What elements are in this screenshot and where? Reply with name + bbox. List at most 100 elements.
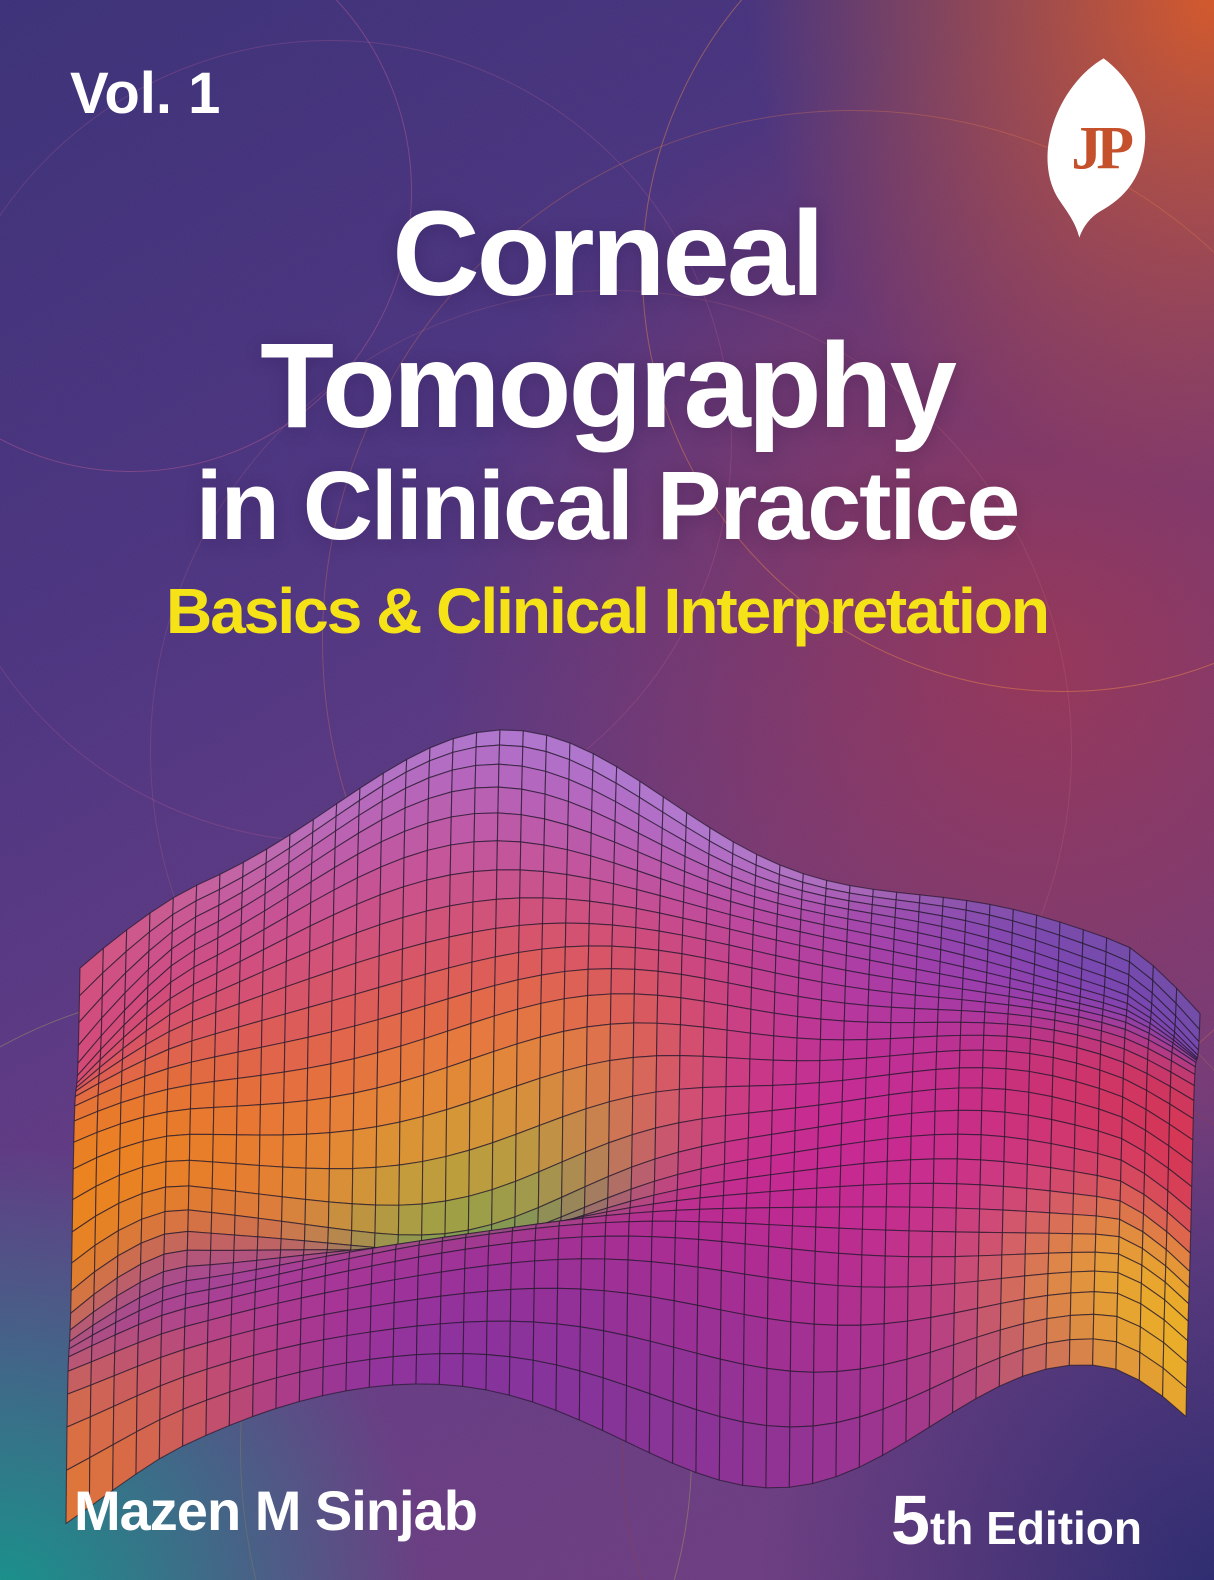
surface-mesh-cell xyxy=(749,1032,775,1061)
surface-mesh-cell xyxy=(565,873,591,902)
surface-mesh-cell xyxy=(954,1255,980,1285)
surface-mesh-cell xyxy=(981,1067,1007,1090)
surface-mesh-cell xyxy=(820,981,846,1004)
surface-mesh-cell xyxy=(862,1183,888,1208)
surface-mesh-cell xyxy=(673,1300,699,1354)
surface-mesh-cell xyxy=(438,1353,464,1387)
surface-mesh-cell xyxy=(1024,1252,1050,1277)
surface-mesh-cell xyxy=(392,1325,418,1358)
surface-mesh-cell xyxy=(698,1221,723,1243)
surface-mesh-cell xyxy=(283,1036,309,1073)
surface-mesh-cell xyxy=(485,1354,511,1396)
surface-mesh-cell xyxy=(588,922,614,947)
surface-mesh-cell xyxy=(448,901,474,938)
surface-mesh-cell xyxy=(745,1191,771,1209)
surface-mesh-cell xyxy=(955,1183,981,1210)
surface-mesh-cell xyxy=(815,1206,841,1229)
surface-mesh-cell xyxy=(1071,1233,1097,1254)
surface-mesh-cell xyxy=(936,1034,961,1053)
surface-mesh-cell xyxy=(837,1252,863,1288)
surface-mesh-cell xyxy=(540,970,566,1004)
surface-mesh-cell xyxy=(539,998,565,1038)
surface-mesh-cell xyxy=(818,1079,844,1106)
surface-mesh-cell xyxy=(580,1235,606,1260)
surface-mesh-cell xyxy=(680,973,706,1002)
surface-mesh-cell xyxy=(468,1142,494,1197)
surface-mesh-cell xyxy=(840,1141,866,1167)
subtitle: Basics & Clinical Interpretation xyxy=(165,575,1050,648)
surface-mesh-cell xyxy=(982,1034,1008,1052)
surface-mesh-cell xyxy=(678,1087,704,1124)
surface-mesh-cell xyxy=(1001,1209,1027,1234)
surface-mesh-cell xyxy=(1045,1339,1071,1370)
surface-mesh-cell xyxy=(628,1211,654,1223)
surface-mesh-cell xyxy=(586,1023,611,1066)
surface-mesh-cell xyxy=(374,1204,400,1236)
surface-mesh-cell xyxy=(860,1254,886,1288)
surface-mesh-cell xyxy=(1048,1212,1074,1235)
surface-mesh-cell xyxy=(533,1287,559,1325)
surface-mesh-cell xyxy=(608,1056,634,1103)
surface-mesh-cell xyxy=(558,1223,583,1239)
surface-mesh-cell xyxy=(696,1304,722,1360)
surface-mesh-cell xyxy=(812,1371,838,1427)
surface-mesh-cell xyxy=(842,1039,868,1061)
surface-mesh-cell xyxy=(330,1025,356,1065)
surface-mesh-cell xyxy=(323,1309,349,1341)
surface-mesh-cell xyxy=(884,1255,910,1288)
surface-mesh-cell xyxy=(725,1057,751,1088)
surface-mesh-cell xyxy=(1001,1232,1027,1256)
surface-mesh-cell xyxy=(839,1162,865,1188)
surface-mesh-cell xyxy=(464,1245,490,1270)
surface-mesh-cell xyxy=(867,1004,893,1024)
surface-mesh-cell xyxy=(306,1096,331,1135)
surface-mesh-cell xyxy=(353,1052,379,1094)
surface-mesh-cell xyxy=(165,1133,191,1163)
surface-mesh-cell xyxy=(450,787,476,818)
surface-mesh-cell xyxy=(890,1006,916,1024)
author-name: Mazen M Sinjab xyxy=(74,1479,478,1542)
surface-mesh-cell xyxy=(836,1324,862,1373)
surface-mesh-cell xyxy=(953,1280,979,1314)
surface-mesh-cell xyxy=(233,1234,259,1251)
surface-mesh-cell xyxy=(1050,1143,1076,1173)
surface-mesh-cell xyxy=(611,924,637,949)
surface-mesh-cell xyxy=(259,1102,285,1136)
surface-mesh-cell xyxy=(234,1190,260,1219)
surface-mesh-cell xyxy=(610,945,636,970)
surface-mesh-cell xyxy=(749,1008,775,1037)
surface-mesh-cell xyxy=(498,729,524,748)
surface-mesh-cell xyxy=(790,1248,816,1285)
surface-mesh-cell xyxy=(375,1164,400,1206)
surface-mesh-cell xyxy=(931,1230,957,1258)
surface-mesh-cell xyxy=(746,1174,772,1195)
surface-mesh-cell xyxy=(509,1320,535,1361)
surface-mesh-cell xyxy=(519,869,545,899)
surface-mesh-cell xyxy=(720,1241,746,1275)
surface-mesh-cell xyxy=(958,1067,984,1089)
surface-mesh-cell xyxy=(935,1049,961,1071)
surface-mesh-cell xyxy=(657,970,683,999)
surface-mesh-cell xyxy=(1093,1270,1119,1294)
surface-mesh-cell xyxy=(908,1206,934,1233)
surface-mesh-cell xyxy=(259,1071,285,1106)
surface-mesh-cell xyxy=(913,1008,939,1024)
surface-mesh-cell xyxy=(818,1059,844,1084)
surface-mesh-cell xyxy=(564,922,590,948)
surface-mesh-cell xyxy=(792,1168,818,1191)
surface-mesh-cell xyxy=(495,897,521,929)
surface-mesh-cell xyxy=(307,1000,333,1038)
surface-mesh-cell xyxy=(346,1305,372,1337)
surface-mesh-cell xyxy=(345,1358,371,1392)
surface-mesh-cell xyxy=(768,1206,794,1227)
surface-mesh-cell xyxy=(695,1409,721,1481)
surface-mesh-cell xyxy=(866,1038,891,1059)
surface-mesh-cell xyxy=(656,1022,681,1057)
surface-mesh-cell xyxy=(281,1166,307,1201)
surface-mesh-cell xyxy=(888,1053,914,1076)
surface-mesh-cell xyxy=(462,1353,488,1391)
surface-mesh-cell xyxy=(534,1237,560,1262)
surface-mesh-cell xyxy=(748,1058,774,1087)
surface-mesh-cell xyxy=(369,1302,395,1333)
surface-mesh-cell xyxy=(520,814,546,846)
